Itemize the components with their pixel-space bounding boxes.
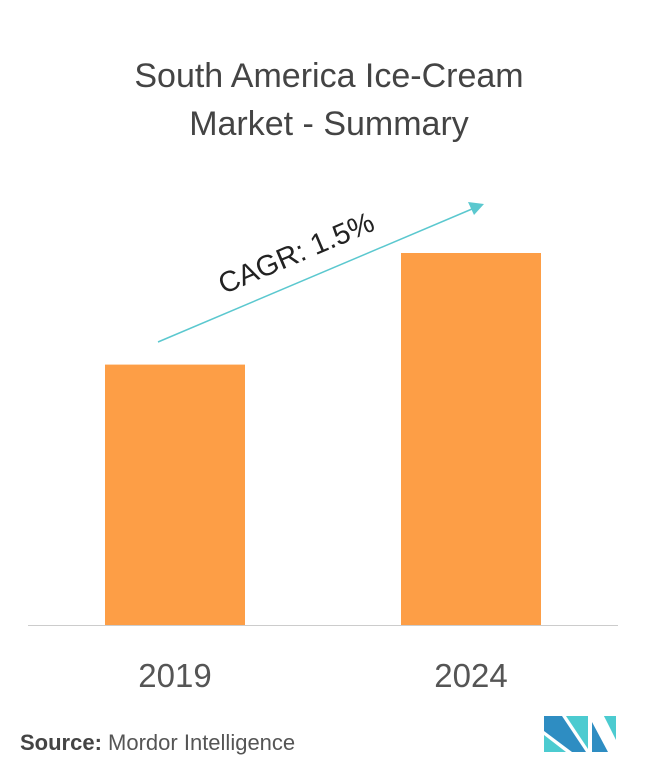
x-tick-label: 2024 (434, 657, 507, 694)
x-tick-label: 2019 (138, 657, 211, 694)
bar-2019 (105, 364, 245, 625)
cagr-annotation: CAGR: 1.5% (214, 207, 379, 301)
bar-2024 (401, 253, 541, 625)
title-line-1: South America Ice-Cream (134, 57, 524, 95)
mordor-intelligence-logo (544, 716, 616, 752)
source-value: Mordor Intelligence (108, 730, 296, 755)
chart-title: South America Ice-Cream Market - Summary (0, 52, 658, 148)
title-line-2: Market - Summary (189, 105, 469, 143)
source-note: Source: Mordor Intelligence (20, 730, 295, 756)
source-label: Source: (20, 730, 102, 755)
cagr-arrow-head (468, 202, 484, 215)
cagr-arrow-line (157, 208, 473, 343)
